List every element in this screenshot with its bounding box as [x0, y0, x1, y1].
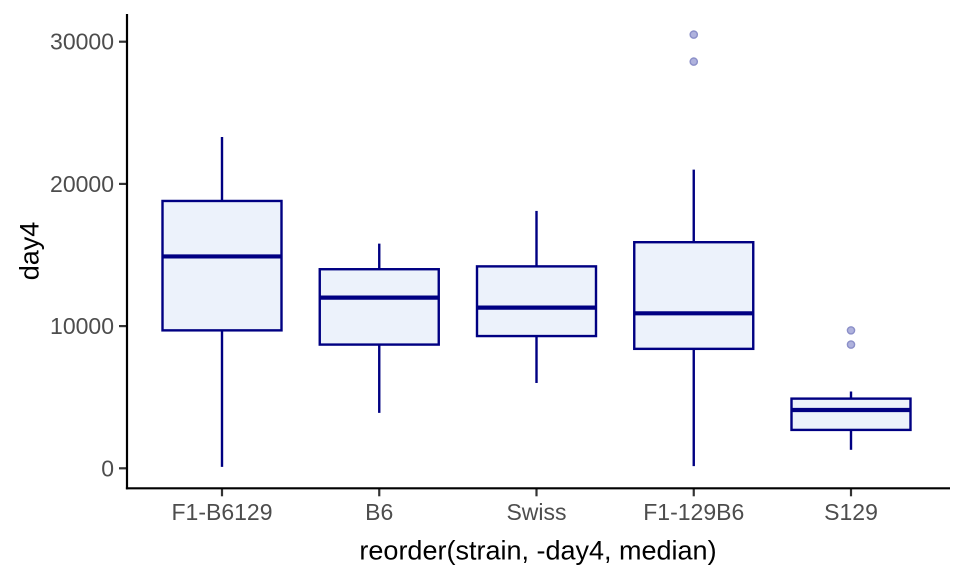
x-axis-title: reorder(strain, -day4, median) [359, 535, 717, 566]
y-tick-label: 10000 [50, 313, 114, 339]
x-tick-label: S129 [824, 499, 878, 525]
box-iqr [475, 265, 598, 338]
outlier-point [689, 57, 699, 66]
y-tick-label: 20000 [50, 171, 114, 197]
x-tick-label: B6 [365, 499, 393, 525]
x-tick-label: Swiss [506, 499, 566, 525]
outlier-point [689, 30, 699, 39]
outlier-point [846, 326, 856, 335]
x-tick-label: F1-B6129 [171, 499, 272, 525]
box-iqr [633, 241, 755, 351]
y-tick-label: 30000 [50, 29, 114, 55]
box-iqr [161, 199, 283, 332]
y-axis-title: day4 [14, 221, 45, 281]
outlier-point [846, 340, 856, 349]
box-iqr [790, 397, 912, 432]
box-iqr [318, 268, 440, 346]
y-tick-label: 0 [101, 455, 114, 481]
x-tick-label: F1-129B6 [643, 499, 744, 525]
